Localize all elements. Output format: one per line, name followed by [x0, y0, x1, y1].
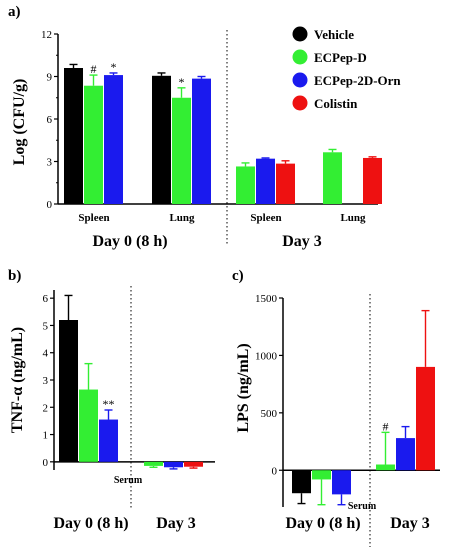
- significance-mark: **: [103, 397, 115, 411]
- x-category-label: Spleen: [78, 212, 109, 224]
- bar-ecpep-d: [376, 464, 395, 471]
- y-tick-label: 1: [43, 430, 49, 442]
- bar-ecpep-d: [236, 166, 255, 204]
- y-axis-label: LPS (ng/mL): [235, 343, 252, 432]
- y-tick-label: 0: [272, 465, 278, 477]
- significance-mark: #: [383, 419, 389, 433]
- panel-a: a) 0 3 6 9 12 Log (CFU/g) # * Spleen * Lung Spleen Lu…: [8, 4, 382, 250]
- y-tick-label: 1500: [255, 293, 278, 305]
- x-category-label: Spleen: [250, 212, 281, 224]
- bar-ecpep-d: [79, 389, 98, 462]
- significance-mark: *: [111, 60, 117, 74]
- y-tick-label: 500: [261, 408, 278, 420]
- bar-colistin: [416, 366, 435, 471]
- legend-label: Colistin: [314, 96, 358, 111]
- period-label: Day 3: [282, 233, 322, 250]
- y-tick-label: 3: [43, 375, 49, 387]
- bar-ecpep-d: [172, 97, 191, 204]
- x-category-label: Serum: [114, 475, 143, 486]
- y-tick-label: 5: [43, 320, 49, 332]
- y-tick-label: 0: [43, 457, 49, 469]
- y-tick-label: 4: [43, 348, 49, 360]
- period-label: Day 3: [390, 515, 430, 532]
- panel-label: b): [8, 268, 21, 284]
- significance-mark: #: [91, 62, 97, 76]
- legend-marker-ecpep-d: [292, 49, 308, 65]
- bar-vehicle: [59, 320, 78, 462]
- bar-ecpep-2d-orn: [99, 419, 118, 462]
- bar-vehicle: [292, 470, 311, 494]
- y-tick-label: 2: [43, 402, 49, 414]
- y-tick-label: 3: [47, 157, 53, 169]
- period-label: Day 3: [156, 515, 196, 532]
- legend-marker-colistin: [292, 95, 308, 111]
- panel-label: c): [232, 268, 244, 284]
- panel-label: a): [8, 4, 21, 20]
- legend-label: ECPep-D: [314, 50, 367, 65]
- y-tick-label: 0: [47, 199, 53, 211]
- y-axis-label: Log (CFU/g): [11, 79, 28, 166]
- y-tick-label: 9: [47, 72, 53, 84]
- x-category-label: Lung: [340, 212, 366, 224]
- significance-mark: *: [179, 75, 185, 89]
- bar-ecpep-d: [312, 470, 331, 480]
- period-label: Day 0 (8 h): [53, 515, 128, 532]
- bar-ecpep-2d-orn: [104, 75, 123, 204]
- bar-ecpep-2d-orn: [192, 78, 211, 204]
- bar-ecpep-2d-orn: [332, 470, 351, 495]
- legend-label: Vehicle: [314, 27, 354, 42]
- x-category-label: Lung: [169, 212, 195, 224]
- bar-colistin: [276, 163, 295, 204]
- legend-label: ECPep-2D-Orn: [314, 73, 401, 88]
- bar-ecpep-2d-orn: [164, 461, 183, 468]
- bar-colistin: [184, 461, 203, 467]
- x-category-label: Serum: [348, 501, 377, 512]
- bar-ecpep-2d-orn: [256, 158, 275, 204]
- legend: Vehicle ECPep-D ECPep-2D-Orn Colistin: [292, 26, 401, 111]
- panel-b: b) 0 1 2 3 4 5 6 TNF-α (ng/mL) ** Serum Day 0 (8 h)…: [8, 268, 215, 532]
- y-tick-label: 6: [43, 293, 49, 305]
- bar-colistin: [363, 157, 382, 204]
- bar-ecpep-d: [144, 461, 163, 466]
- period-label: Day 0 (8 h): [285, 515, 360, 532]
- bar-vehicle: [152, 75, 171, 205]
- y-tick-label: 6: [47, 114, 53, 126]
- y-tick-label: 12: [41, 29, 52, 41]
- bar-ecpep-2d-orn: [396, 438, 415, 471]
- legend-marker-vehicle: [292, 26, 308, 42]
- legend-marker-ecpep-2d-orn: [292, 72, 308, 88]
- period-label: Day 0 (8 h): [92, 233, 167, 250]
- bar-ecpep-d: [323, 152, 342, 204]
- bar-ecpep-d: [84, 85, 103, 204]
- y-tick-label: 1000: [255, 350, 278, 362]
- bar-vehicle: [64, 68, 83, 204]
- y-axis-label: TNF-α (ng/mL): [9, 327, 26, 433]
